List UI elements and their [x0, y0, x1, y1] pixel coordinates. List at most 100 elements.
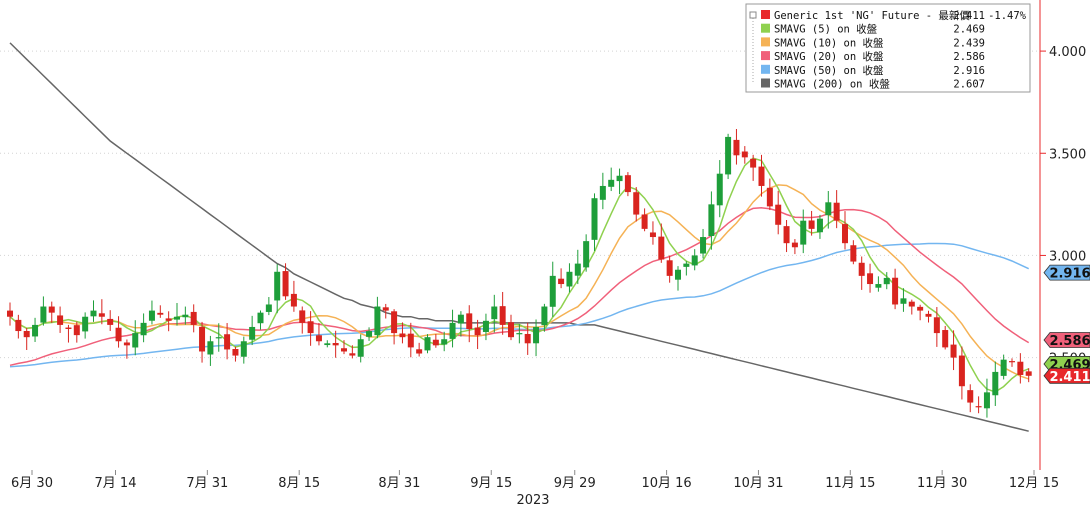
candle: [1025, 368, 1032, 383]
candle: [516, 324, 523, 344]
candle: [174, 302, 180, 326]
legend-value: 2.586: [953, 51, 985, 63]
candle: [716, 160, 723, 218]
candle: [140, 313, 147, 343]
legend-value: 2.607: [953, 79, 985, 91]
candle: [1009, 358, 1015, 367]
candle: [307, 311, 314, 346]
candle: [474, 319, 481, 350]
candle: [917, 304, 924, 321]
candle: [82, 312, 89, 339]
candle: [15, 314, 22, 339]
candle: [349, 345, 356, 359]
x-tick-label: 8月 31: [378, 476, 420, 491]
candle: [808, 210, 815, 236]
value-tag: 2.916: [1043, 264, 1090, 282]
candle: [766, 178, 773, 211]
candle: [407, 322, 414, 358]
legend-series-name: SMAVG (200) on 收盤: [774, 78, 890, 91]
x-tick-label: 10月 31: [733, 476, 783, 491]
candle: [908, 299, 915, 315]
sma-50-line: [9, 242, 1030, 368]
candle: [933, 307, 940, 347]
legend-series-name: SMAVG (50) on 收盤: [774, 64, 884, 77]
legend-series-name: SMAVG (10) on 收盤: [774, 36, 884, 49]
candle: [675, 266, 681, 291]
candle: [983, 378, 990, 418]
candle: [758, 154, 765, 197]
candle: [967, 384, 974, 413]
x-axis-ticks: 6月 30 7月 14 7月 31 8月 15 8月 31 9月 15 9月 29 10月 1…: [11, 470, 1059, 491]
candle: [867, 263, 874, 293]
candle: [892, 268, 899, 310]
candle: [825, 191, 832, 229]
candle: [975, 396, 982, 414]
value-tag: 2.586: [1043, 332, 1090, 349]
candle: [424, 334, 431, 354]
candle: [683, 261, 690, 276]
candle: [700, 228, 707, 259]
candle: [224, 323, 231, 360]
value-tag-label: 2.916: [1049, 267, 1090, 282]
candle: [842, 211, 848, 250]
sma-5-line: [9, 157, 1029, 393]
x-tick-label: 11月 15: [825, 476, 875, 491]
legend-entry: SMAVG (20) on 收盤 2.586: [761, 50, 985, 63]
candle: [649, 221, 656, 245]
candle: [741, 146, 748, 164]
candle: [265, 297, 272, 316]
candle: [207, 335, 214, 366]
candle: [533, 319, 540, 357]
candle: [341, 340, 347, 355]
candle: [132, 320, 139, 356]
legend-value: 2.411: [953, 10, 985, 22]
candle: [900, 288, 907, 312]
candle: [875, 276, 882, 292]
candle: [608, 167, 615, 192]
candle: [641, 208, 648, 232]
candle: [691, 249, 698, 271]
candle: [23, 327, 30, 350]
value-tag-label: 2.586: [1049, 334, 1090, 349]
candle: [508, 314, 514, 341]
candle: [558, 268, 565, 289]
legend-series-name: SMAVG (20) on 收盤: [774, 50, 884, 63]
legend-change: -1.47%: [988, 10, 1027, 22]
candle: [925, 310, 932, 323]
candle: [199, 321, 206, 363]
candle: [733, 128, 740, 165]
candle: [374, 296, 381, 339]
candle: [583, 234, 590, 272]
legend-value: 2.469: [953, 24, 985, 36]
candle: [775, 190, 782, 235]
candle: [274, 264, 281, 314]
candle: [391, 309, 398, 345]
candle: [107, 310, 114, 332]
candle: [466, 305, 473, 343]
candle: [791, 239, 798, 255]
candle: [633, 187, 640, 222]
gridlines: [0, 50, 1040, 359]
x-tick-label: 7月 14: [95, 476, 137, 491]
candle: [441, 331, 448, 352]
candle: [190, 304, 197, 333]
candle: [616, 168, 623, 195]
candle: [541, 303, 548, 332]
candle: [950, 330, 957, 371]
candle: [282, 263, 289, 300]
legend-entry: SMAVG (10) on 收盤 2.439: [761, 36, 985, 49]
sma-200-line: [9, 42, 1029, 432]
candle: [249, 315, 256, 346]
candle: [524, 322, 531, 355]
candle: [40, 296, 47, 326]
candle: [942, 325, 949, 350]
candle: [399, 322, 406, 344]
candle: [666, 255, 673, 283]
candle: [182, 306, 189, 325]
y-tick-label: 3.000: [1049, 249, 1086, 264]
candle: [725, 133, 732, 180]
